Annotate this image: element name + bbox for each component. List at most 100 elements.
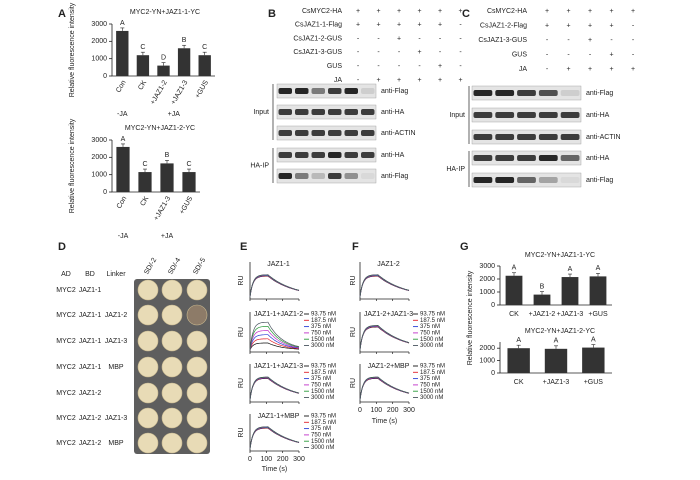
legend-label: 93.75 nM bbox=[311, 414, 336, 420]
significance-letter: A bbox=[554, 338, 559, 345]
sensorgram-curve bbox=[359, 326, 410, 351]
condition-sign: - bbox=[357, 77, 360, 84]
yeast-spot bbox=[161, 432, 183, 454]
chart-title: MYC2-YN+JAZ1-1-YC bbox=[130, 9, 200, 16]
blot-band bbox=[495, 155, 515, 161]
row-label: JAZ1-2 bbox=[105, 312, 128, 319]
legend-label: 375 nM bbox=[311, 324, 331, 330]
blot-band bbox=[538, 112, 558, 118]
significance-letter: C bbox=[142, 161, 147, 168]
x-tick-label: +JAZ1-3 bbox=[543, 379, 570, 386]
x-tick-label: CK bbox=[137, 79, 148, 91]
condition-sign: + bbox=[545, 22, 549, 29]
condition-sign: + bbox=[397, 35, 401, 42]
condition-sign: + bbox=[566, 22, 570, 29]
yeast-spot bbox=[186, 279, 208, 301]
antibody-label: anti-HA bbox=[586, 155, 610, 162]
column-header: AD bbox=[61, 271, 71, 278]
blot-band bbox=[560, 134, 580, 140]
plot-title: JAZ1-2 bbox=[377, 261, 400, 268]
significance-letter: C bbox=[202, 44, 207, 51]
condition-sign: + bbox=[438, 63, 442, 70]
row-label: JAZ1-2 bbox=[79, 415, 102, 422]
y-tick-label: 1000 bbox=[91, 56, 107, 63]
legend-label: 187.5 nM bbox=[311, 318, 336, 324]
condition-sign: + bbox=[376, 22, 380, 29]
blot bbox=[276, 125, 377, 141]
condition-sign: - bbox=[398, 63, 401, 70]
condition-sign: - bbox=[377, 49, 380, 56]
panel-label: G bbox=[460, 241, 469, 253]
row-label: MYC2 bbox=[56, 364, 76, 371]
row-label: JAZ1-2 bbox=[79, 440, 102, 447]
bar bbox=[116, 30, 129, 76]
plot-title: JAZ1-2+MBP bbox=[368, 363, 410, 370]
antibody-label: anti-ACTIN bbox=[381, 130, 416, 137]
y-tick-label: 0 bbox=[103, 189, 107, 196]
y-tick-label: 1000 bbox=[91, 172, 107, 179]
blot-band bbox=[473, 155, 493, 161]
bar bbox=[177, 48, 191, 76]
condition-sign: + bbox=[417, 49, 421, 56]
condition-sign: + bbox=[566, 8, 570, 15]
y-tick-label: 0 bbox=[103, 73, 107, 80]
panel-label: A bbox=[58, 8, 66, 20]
blot-band bbox=[517, 112, 536, 118]
blot-band bbox=[495, 134, 515, 140]
panel-label: F bbox=[352, 241, 359, 253]
condition-sign: - bbox=[439, 35, 442, 42]
blot-band bbox=[328, 109, 342, 115]
condition-sign: + bbox=[609, 51, 613, 58]
significance-letter: A bbox=[591, 336, 596, 343]
blot-band bbox=[361, 152, 375, 158]
sensorgram-curve bbox=[249, 275, 300, 298]
sensorgram-curve bbox=[249, 376, 300, 401]
x-tick-label: 0 bbox=[248, 456, 252, 463]
legend-label: 93.75 nM bbox=[420, 364, 445, 370]
blot-band bbox=[328, 130, 342, 136]
legend-label: 93.75 nM bbox=[311, 364, 336, 370]
sensorgram-curve bbox=[359, 376, 410, 401]
sensorgram-curve bbox=[359, 275, 410, 298]
legend-label: 93.75 nM bbox=[311, 312, 336, 318]
condition-sign: - bbox=[632, 51, 635, 58]
condition-sign: - bbox=[377, 63, 380, 70]
condition-sign: + bbox=[438, 8, 442, 15]
sensorgram-curve bbox=[359, 274, 410, 298]
condition-sign: + bbox=[397, 77, 401, 84]
condition-sign: - bbox=[610, 37, 613, 44]
significance-letter: A bbox=[596, 265, 601, 272]
condition-sign: + bbox=[588, 37, 592, 44]
panel-label: B bbox=[268, 8, 276, 20]
condition-sign: + bbox=[397, 22, 401, 29]
x-tick-label: +GUS bbox=[588, 311, 608, 318]
blot-band bbox=[560, 177, 580, 183]
sensorgram-curve bbox=[249, 330, 300, 351]
yeast-spot bbox=[186, 432, 208, 454]
sensorgram-curve bbox=[249, 377, 300, 401]
x-tick-label: 100 bbox=[370, 407, 382, 414]
blot-band bbox=[311, 130, 325, 136]
legend-label: 3000 nM bbox=[311, 395, 334, 401]
condition-sign: + bbox=[376, 77, 380, 84]
legend-label: 3000 nM bbox=[311, 343, 334, 349]
column-header: BD bbox=[85, 271, 95, 278]
x-tick-label: +JAZ1-2 bbox=[149, 79, 168, 106]
legend-label: 187.5 nM bbox=[311, 370, 336, 376]
blot-band bbox=[344, 130, 358, 136]
yeast-spot bbox=[137, 304, 159, 326]
sensorgram-curve bbox=[249, 326, 300, 351]
x-tick-label: CK bbox=[509, 311, 519, 318]
significance-letter: A bbox=[121, 136, 126, 143]
group-label: Input bbox=[253, 109, 269, 116]
y-axis-label: Relative fluorescence intensity bbox=[69, 118, 76, 213]
plot-title: JAZ1-2+JAZ1-3 bbox=[364, 311, 413, 318]
y-tick-label: 3000 bbox=[91, 137, 107, 144]
condition-sign: - bbox=[398, 49, 401, 56]
condition-sign: + bbox=[458, 77, 462, 84]
condition-sign: - bbox=[546, 66, 549, 73]
yeast-spot bbox=[186, 382, 208, 404]
condition-sign: + bbox=[588, 66, 592, 73]
sensorgram-curve bbox=[249, 426, 300, 450]
sensorgram-curve bbox=[359, 326, 410, 351]
